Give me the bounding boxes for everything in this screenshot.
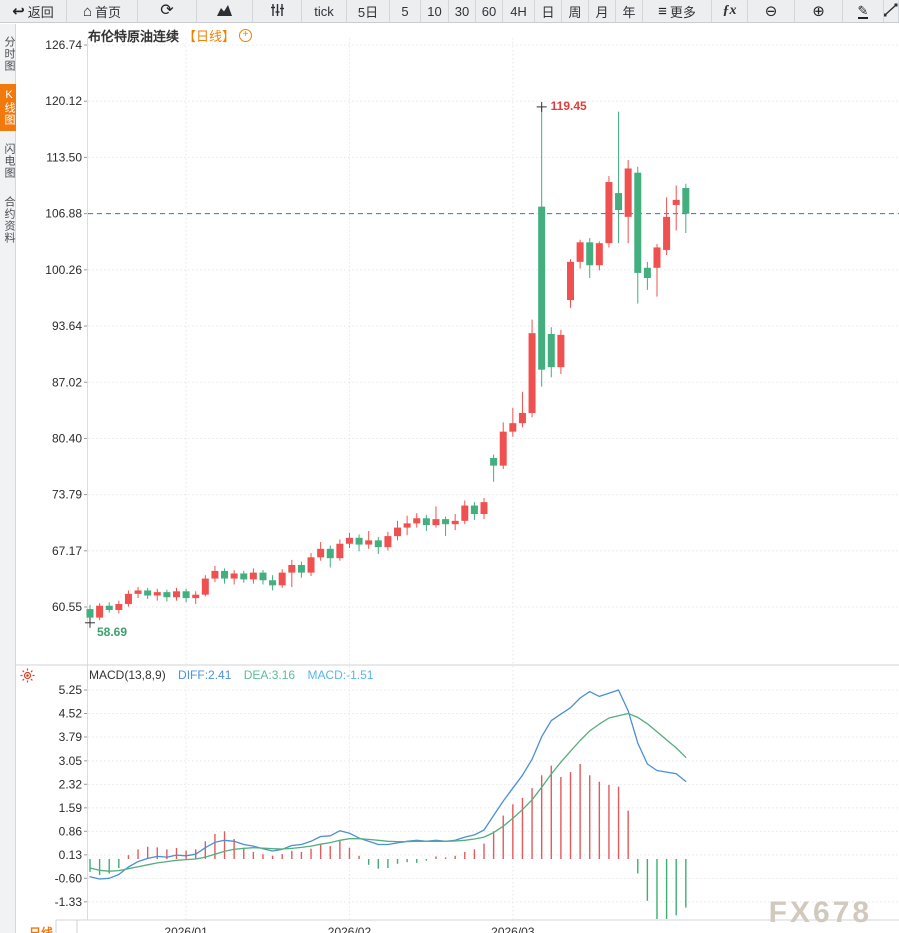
svg-text:3.79: 3.79: [59, 730, 83, 744]
period-tick-button[interactable]: tick: [302, 0, 347, 22]
svg-text:-0.60: -0.60: [55, 871, 83, 885]
macd-name: MACD(13,8,9): [89, 668, 166, 682]
svg-text:87.02: 87.02: [52, 375, 82, 389]
period-day-button[interactable]: 日: [535, 0, 562, 22]
svg-text:93.64: 93.64: [52, 319, 82, 333]
back-button[interactable]: ↩ 返回: [0, 0, 67, 22]
sidebar: 分时图 K线图闪电图合约资料: [0, 24, 16, 933]
svg-text:0.13: 0.13: [59, 848, 83, 862]
svg-text:5.25: 5.25: [59, 683, 83, 697]
svg-text:80.40: 80.40: [52, 431, 82, 445]
back-button-label: 返回: [27, 4, 54, 20]
period-day-button-label: 日: [541, 4, 555, 20]
bottom-period-tab[interactable]: 日线: [29, 926, 54, 933]
zoom-out-icon: ⊖: [764, 2, 778, 20]
candlestick-chart[interactable]: 126.74 120.12 113.50 106.88 100.26 93.64 87.02…: [16, 24, 899, 933]
sliders-icon: [270, 3, 285, 20]
candlestick-settings-button[interactable]: [253, 0, 302, 22]
refresh-button[interactable]: ⟳: [138, 0, 197, 22]
indicator-fx-button-label: ƒx: [722, 3, 737, 18]
pencil-icon: ✎: [857, 3, 869, 19]
period-year-button[interactable]: 年: [616, 0, 643, 22]
period-4h-button-label: 4H: [510, 3, 527, 19]
period-tick-button-label: tick: [314, 3, 334, 19]
svg-text:-1.33: -1.33: [55, 895, 83, 909]
svg-text:106.88: 106.88: [45, 207, 82, 221]
svg-text:2026/01: 2026/01: [164, 925, 208, 933]
area-chart-button[interactable]: [197, 0, 253, 22]
back-arrow-icon: ↩: [12, 2, 25, 20]
period-tag: 【日线】: [183, 28, 236, 44]
line-tool-icon: [884, 3, 898, 20]
refresh-icon: ⟳: [160, 2, 174, 19]
sidebar-tab-lightning[interactable]: 闪电图: [3, 143, 15, 179]
indicator-fx-button[interactable]: ƒx: [712, 0, 748, 22]
home-button[interactable]: ⌂ 首页: [67, 0, 138, 22]
svg-text:67.17: 67.17: [52, 544, 82, 558]
svg-text:126.74: 126.74: [45, 38, 82, 52]
macd-dea-value: DEA:3.16: [243, 668, 296, 682]
add-icon[interactable]: +: [239, 28, 253, 42]
svg-text:4.52: 4.52: [59, 707, 83, 721]
period-30-button[interactable]: 30: [449, 0, 476, 22]
period-month-button[interactable]: 月: [589, 0, 616, 22]
period-5-button[interactable]: 5: [390, 0, 421, 22]
macd-macd-value: MACD:-1.51: [307, 668, 374, 682]
period-10-button-label: 10: [427, 3, 442, 19]
toolbar: ↩ 返回 ⌂ 首页 ⟳ tick 5日 5 10 30 60 4H 日周月年 ≡ 更多 ƒx ⊖ ⊕ ✎: [0, 0, 899, 23]
sidebar-tab-contract-info[interactable]: 合约资料: [3, 196, 15, 244]
svg-text:119.45: 119.45: [551, 99, 587, 113]
svg-text:2026/02: 2026/02: [328, 925, 372, 933]
period-year-button-label: 年: [622, 4, 636, 20]
sidebar-tab-time-share[interactable]: 分时图: [3, 36, 15, 72]
chart-area: 布伦特原油连续 【日线】 + 126.74 120.12 113.50 106.88 1…: [16, 24, 899, 933]
svg-text:60.55: 60.55: [52, 600, 82, 614]
period-30-button-label: 30: [454, 3, 470, 19]
svg-text:0.86: 0.86: [59, 824, 83, 838]
svg-text:120.12: 120.12: [45, 94, 82, 108]
menu-icon: ≡: [658, 2, 667, 20]
svg-text:1.59: 1.59: [59, 801, 83, 815]
sidebar-tab-kline[interactable]: K线图: [0, 84, 16, 131]
zoom-out-button[interactable]: ⊖: [748, 0, 795, 22]
svg-text:73.79: 73.79: [52, 488, 82, 502]
zoom-in-button[interactable]: ⊕: [795, 0, 843, 22]
draw-button[interactable]: ✎: [843, 0, 884, 22]
period-5-button-label: 5: [401, 3, 409, 19]
macd-legend: MACD(13,8,9) DIFF:2.41 DEA:3.16 MACD:-1.…: [89, 668, 382, 682]
home-button-label: 首页: [95, 4, 122, 20]
period-60-button-label: 60: [481, 3, 497, 19]
macd-diff-value: DIFF:2.41: [178, 668, 232, 682]
period-week-button[interactable]: 周: [562, 0, 589, 22]
svg-text:100.26: 100.26: [45, 263, 82, 277]
chart-title: 布伦特原油连续 【日线】 +: [88, 27, 253, 44]
period-5day-button-label: 5日: [357, 4, 379, 20]
period-10-button[interactable]: 10: [421, 0, 449, 22]
trendline-button[interactable]: [884, 0, 899, 22]
home-icon: ⌂: [82, 2, 93, 20]
svg-text:2.32: 2.32: [59, 777, 83, 791]
svg-text:2026/03: 2026/03: [491, 925, 535, 933]
svg-text:58.69: 58.69: [97, 625, 127, 639]
period-60-button[interactable]: 60: [476, 0, 503, 22]
more-button-label: 更多: [669, 4, 696, 20]
svg-text:113.50: 113.50: [46, 150, 82, 164]
more-button[interactable]: ≡ 更多: [643, 0, 712, 22]
area-chart-icon: [216, 3, 233, 20]
watermark: FX678: [768, 896, 872, 929]
svg-text:3.05: 3.05: [59, 754, 83, 768]
period-5day-button[interactable]: 5日: [347, 0, 390, 22]
period-week-button-label: 周: [568, 4, 582, 20]
indicator-settings-icon[interactable]: [20, 668, 35, 683]
period-month-button-label: 月: [595, 4, 609, 20]
period-4h-button[interactable]: 4H: [503, 0, 535, 22]
symbol-name: 布伦特原油连续: [88, 28, 180, 44]
zoom-in-icon: ⊕: [812, 2, 825, 20]
